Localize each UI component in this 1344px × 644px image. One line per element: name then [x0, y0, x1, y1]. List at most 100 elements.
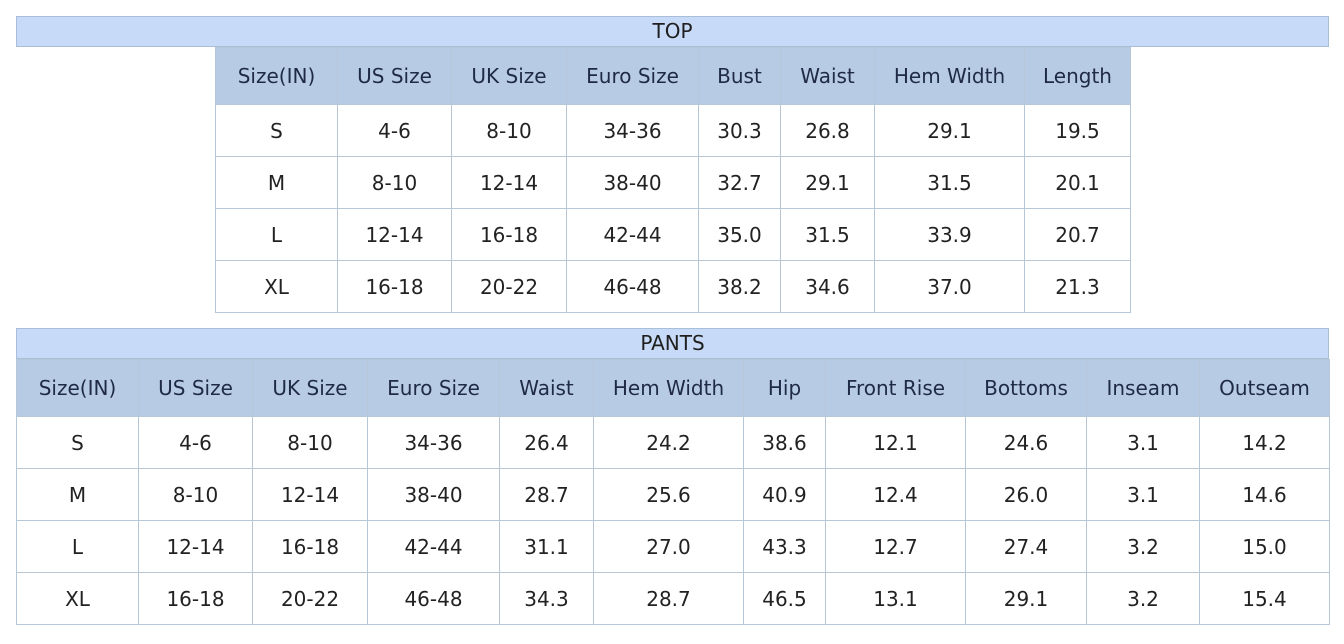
column-header: Euro Size [367, 359, 500, 417]
column-header: Waist [780, 47, 875, 105]
table-cell: 30.3 [698, 104, 781, 157]
table-cell: 34.3 [499, 572, 594, 625]
table-cell: 34.6 [780, 260, 875, 313]
table-cell: 24.6 [965, 416, 1087, 469]
table-header-row: Size(IN) US Size UK Size Euro Size Bust … [215, 47, 1131, 105]
table-cell: 27.4 [965, 520, 1087, 573]
table-cell: 37.0 [874, 260, 1025, 313]
table-cell: 31.5 [780, 208, 875, 261]
table-cell: 21.3 [1024, 260, 1131, 313]
table-cell: 26.0 [965, 468, 1087, 521]
table-cell: 38-40 [367, 468, 500, 521]
table-cell: 12.4 [825, 468, 966, 521]
table-cell: 24.2 [593, 416, 744, 469]
table-cell: 13.1 [825, 572, 966, 625]
table-cell: 43.3 [743, 520, 826, 573]
table-cell: 14.2 [1199, 416, 1330, 469]
table-cell: 14.6 [1199, 468, 1330, 521]
table-cell: S [16, 416, 139, 469]
table-header-row: Size(IN) US Size UK Size Euro Size Waist… [16, 359, 1330, 417]
column-header: Front Rise [825, 359, 966, 417]
table-cell: 8-10 [252, 416, 368, 469]
table-cell: 38.6 [743, 416, 826, 469]
table-cell: M [16, 468, 139, 521]
table-cell: 12-14 [252, 468, 368, 521]
table-cell: 31.1 [499, 520, 594, 573]
table-cell: 20.1 [1024, 156, 1131, 209]
table-cell: 3.1 [1086, 468, 1200, 521]
table-cell: 20-22 [252, 572, 368, 625]
column-header: Bust [698, 47, 781, 105]
table-cell: 16-18 [451, 208, 567, 261]
table-cell: 46.5 [743, 572, 826, 625]
table-cell: 28.7 [593, 572, 744, 625]
table-cell: 12-14 [138, 520, 253, 573]
table-cell: 3.1 [1086, 416, 1200, 469]
column-header: Hip [743, 359, 826, 417]
table-row: XL 16-18 20-22 46-48 34.3 28.7 46.5 13.1… [16, 572, 1330, 625]
table-cell: 29.1 [874, 104, 1025, 157]
table-cell: L [215, 208, 338, 261]
column-header: US Size [138, 359, 253, 417]
table-cell: 12-14 [451, 156, 567, 209]
table-cell: 33.9 [874, 208, 1025, 261]
table-cell: 12.7 [825, 520, 966, 573]
column-header: Euro Size [566, 47, 699, 105]
table-cell: 31.5 [874, 156, 1025, 209]
column-header: Size(IN) [215, 47, 338, 105]
table-cell: 42-44 [367, 520, 500, 573]
table-cell: 3.2 [1086, 520, 1200, 573]
table-cell: 26.8 [780, 104, 875, 157]
table-cell: L [16, 520, 139, 573]
table-cell: 8-10 [337, 156, 452, 209]
table-cell: 16-18 [138, 572, 253, 625]
table-cell: 34-36 [367, 416, 500, 469]
column-header: Hem Width [593, 359, 744, 417]
table-cell: 32.7 [698, 156, 781, 209]
column-header: UK Size [252, 359, 368, 417]
column-header: US Size [337, 47, 452, 105]
table-cell: 8-10 [451, 104, 567, 157]
top-size-table: Size(IN) US Size UK Size Euro Size Bust … [215, 47, 1131, 313]
table-cell: 27.0 [593, 520, 744, 573]
table-cell: 20-22 [451, 260, 567, 313]
table-cell: 16-18 [337, 260, 452, 313]
table-cell: XL [215, 260, 338, 313]
table-row: M 8-10 12-14 38-40 32.7 29.1 31.5 20.1 [215, 156, 1131, 209]
table-cell: 12-14 [337, 208, 452, 261]
table-cell: 16-18 [252, 520, 368, 573]
column-header: Outseam [1199, 359, 1330, 417]
table-cell: 12.1 [825, 416, 966, 469]
table-cell: 20.7 [1024, 208, 1131, 261]
pants-size-table: Size(IN) US Size UK Size Euro Size Waist… [16, 359, 1330, 625]
table-row: L 12-14 16-18 42-44 35.0 31.5 33.9 20.7 [215, 208, 1131, 261]
table-cell: 40.9 [743, 468, 826, 521]
table-cell: M [215, 156, 338, 209]
table-cell: 19.5 [1024, 104, 1131, 157]
column-header: Waist [499, 359, 594, 417]
table-row: M 8-10 12-14 38-40 28.7 25.6 40.9 12.4 2… [16, 468, 1330, 521]
table-cell: 15.0 [1199, 520, 1330, 573]
table-cell: 4-6 [337, 104, 452, 157]
table-cell: 29.1 [780, 156, 875, 209]
table-cell: 25.6 [593, 468, 744, 521]
top-section-title: TOP [16, 16, 1329, 47]
table-cell: 46-48 [367, 572, 500, 625]
table-row: S 4-6 8-10 34-36 26.4 24.2 38.6 12.1 24.… [16, 416, 1330, 469]
table-cell: 46-48 [566, 260, 699, 313]
column-header: Bottoms [965, 359, 1087, 417]
column-header: Length [1024, 47, 1131, 105]
table-cell: 8-10 [138, 468, 253, 521]
table-cell: 28.7 [499, 468, 594, 521]
column-header: Hem Width [874, 47, 1025, 105]
table-cell: 34-36 [566, 104, 699, 157]
column-header: UK Size [451, 47, 567, 105]
table-cell: 38-40 [566, 156, 699, 209]
table-cell: 3.2 [1086, 572, 1200, 625]
table-cell: 38.2 [698, 260, 781, 313]
table-row: S 4-6 8-10 34-36 30.3 26.8 29.1 19.5 [215, 104, 1131, 157]
column-header: Inseam [1086, 359, 1200, 417]
table-cell: S [215, 104, 338, 157]
column-header: Size(IN) [16, 359, 139, 417]
table-cell: 15.4 [1199, 572, 1330, 625]
